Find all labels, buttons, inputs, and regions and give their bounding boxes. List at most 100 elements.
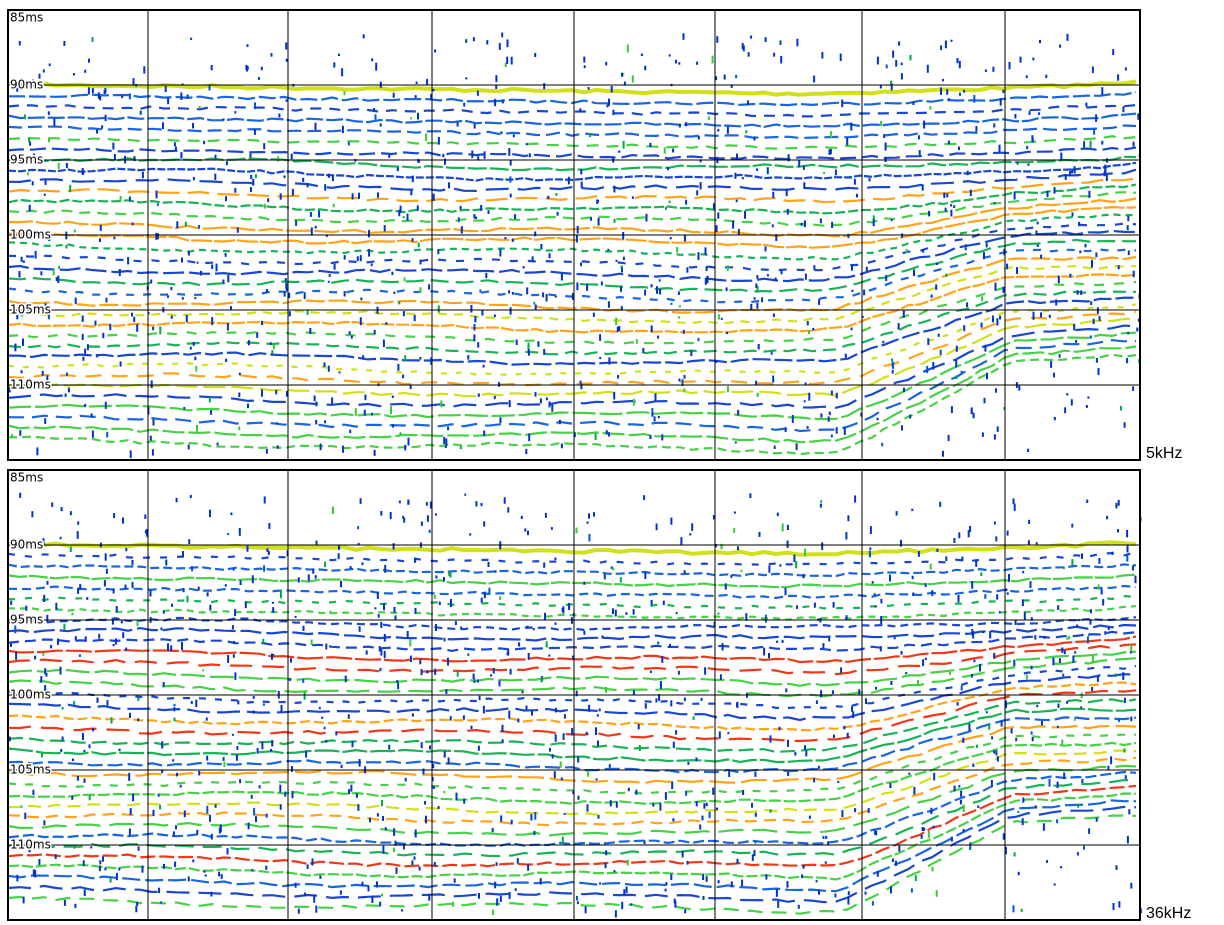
speckle [16,874,19,882]
speckle [478,695,481,701]
speckle [32,869,35,877]
speckle [41,370,44,376]
speckle [890,886,892,894]
speckle [900,62,903,66]
speckle [74,636,77,641]
speckle [179,784,182,788]
speckle [1093,128,1096,135]
speckle [498,680,501,687]
speckle [534,231,537,237]
speckle [238,426,241,431]
speckle [499,248,502,257]
speckle [775,888,778,897]
speckle [959,92,961,96]
speckle [454,621,457,626]
speckle [172,759,175,762]
speckle [1008,574,1010,582]
speckle [329,610,332,614]
speckle [879,646,882,652]
speckle [1061,739,1064,745]
speckle [994,282,997,291]
speckle [768,565,771,573]
speckle [621,901,624,910]
speckle [991,315,994,323]
speckle [996,426,999,432]
speckle [754,716,756,719]
speckle [144,514,147,519]
speckle [890,83,893,91]
speckle [575,690,578,697]
speckle [128,196,131,202]
speckle [234,111,237,114]
speckle [1057,275,1060,284]
speckle [1117,499,1120,506]
speckle [661,434,664,441]
speckle [404,777,407,782]
speckle [474,316,477,323]
speckle [150,380,153,389]
speckle [267,550,270,556]
speckle [532,628,535,631]
speckle [81,315,84,322]
speckle [314,225,317,229]
speckle [1088,190,1091,198]
speckle [186,94,189,99]
speckle [704,667,707,675]
speckle [121,95,124,99]
speckle [63,623,66,630]
speckle [1073,323,1076,331]
speckle [772,191,775,198]
reflector [7,630,1137,653]
speckle [163,863,165,869]
speckle [290,153,293,160]
panel-frame [7,469,1141,921]
speckle [632,398,635,406]
speckle [680,537,683,545]
speckle [597,815,600,819]
speckle [53,118,56,127]
speckle [803,220,806,228]
speckle [1038,112,1041,115]
speckle [449,716,452,721]
speckle [879,84,882,89]
speckle [19,430,22,436]
speckle [173,717,176,722]
speckle [508,710,511,719]
speckle [442,153,445,158]
speckle [657,641,660,645]
speckle [598,708,601,712]
speckle [717,612,720,615]
speckle [125,647,128,651]
speckle [921,184,924,191]
speckle [209,509,211,518]
speckle [737,546,739,551]
speckle [998,144,1001,153]
speckle [112,588,115,594]
speckle [659,680,662,689]
speckle [22,260,25,263]
speckle [993,652,996,659]
speckle [252,178,255,186]
speckle [990,779,993,787]
speckle [210,410,213,415]
speckle [796,38,799,47]
speckle [104,114,107,122]
reflector [7,749,1137,816]
speckle [72,758,74,762]
speckle [216,442,219,446]
speckle [1012,498,1015,505]
speckle [411,713,414,717]
speckle [324,420,327,424]
speckle [417,112,419,120]
speckle [360,297,363,301]
speckle [475,501,478,507]
speckle [460,626,463,629]
speckle [91,37,94,42]
speckle [222,757,225,761]
speckle [959,799,962,805]
speckle [683,388,686,392]
speckle [958,532,961,539]
speckle [368,229,370,238]
speckle [402,311,405,317]
speckle [841,810,844,818]
